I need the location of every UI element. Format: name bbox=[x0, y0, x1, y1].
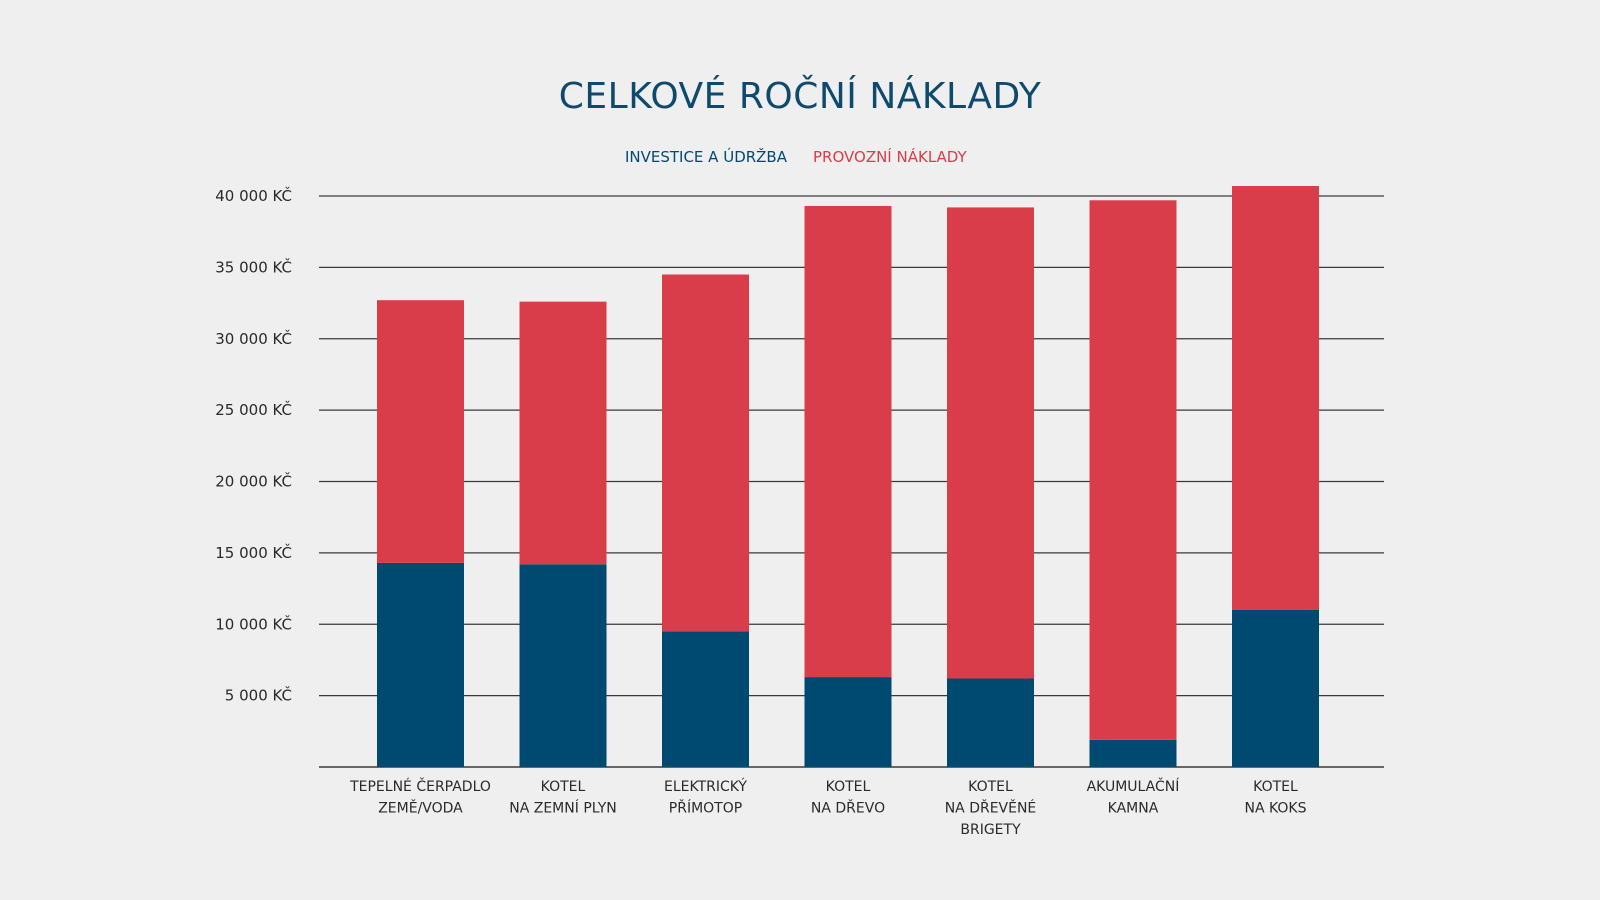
bar-segment-provozni bbox=[377, 300, 464, 563]
y-axis-labels: 5 000 KČ 10 000 KČ 15 000 KČ 20 000 KČ 25 00… bbox=[215, 186, 292, 705]
x-category-label-line: NA KOKS bbox=[1244, 801, 1306, 817]
legend-item-provozni: PROVOZNÍ NÁKLADY bbox=[813, 147, 968, 166]
x-category-label-line: ZEMĚ/VODA bbox=[378, 800, 463, 817]
x-category-label: KOTEL NA DŘEVO bbox=[811, 779, 885, 817]
chart-title: CELKOVÉ ROČNÍ NÁKLADY bbox=[559, 75, 1042, 117]
x-category-label: KOTEL NA KOKS bbox=[1244, 779, 1306, 817]
bar-segment-provozni bbox=[804, 205, 892, 678]
bars bbox=[377, 186, 1319, 767]
x-category-label-line: ELEKTRICKÝ bbox=[664, 778, 747, 795]
bar-segment-provozni bbox=[1232, 186, 1319, 610]
x-category-label-line: PŘÍMOTOP bbox=[669, 800, 742, 817]
x-category-label-line: AKUMULAČNÍ bbox=[1087, 777, 1180, 795]
x-category-label-line: KOTEL bbox=[968, 779, 1013, 795]
x-category-label-line: KOTEL bbox=[1253, 779, 1298, 795]
x-category-label: TEPELNÉ ČERPADLO ZEMĚ/VODA bbox=[349, 777, 491, 817]
bar-segment-provozni bbox=[662, 274, 749, 632]
y-tick-label: 25 000 KČ bbox=[215, 400, 292, 419]
y-tick-label: 15 000 KČ bbox=[215, 543, 292, 562]
x-category-label-line: TEPELNÉ ČERPADLO bbox=[349, 777, 491, 795]
x-category-label: ELEKTRICKÝ PŘÍMOTOP bbox=[664, 778, 747, 817]
x-category-label: KOTEL NA DŘEVĚNÉ BRIGETY bbox=[945, 779, 1037, 838]
y-tick-label: 30 000 KČ bbox=[215, 329, 292, 348]
bar-segment-investice bbox=[662, 631, 749, 767]
bar-segment-investice bbox=[804, 677, 892, 767]
y-tick-label: 40 000 KČ bbox=[215, 186, 292, 205]
bar-segment-provozni bbox=[947, 207, 1034, 679]
bar-segment-investice bbox=[1089, 739, 1177, 767]
y-tick-label: 35 000 KČ bbox=[215, 257, 292, 276]
bar-segment-investice bbox=[1232, 609, 1319, 767]
x-category-label-line: NA ZEMNÍ PLYN bbox=[509, 800, 616, 817]
x-axis-labels: TEPELNÉ ČERPADLO ZEMĚ/VODA KOTEL NA ZEMNÍ P… bbox=[349, 777, 1307, 838]
x-category-label-line: KAMNA bbox=[1108, 801, 1159, 817]
x-category-label-line: KOTEL bbox=[541, 779, 586, 795]
x-category-label: KOTEL NA ZEMNÍ PLYN bbox=[509, 779, 616, 817]
x-category-label-line: NA DŘEVĚNÉ bbox=[945, 800, 1037, 817]
bar-segment-provozni bbox=[519, 301, 607, 565]
bar-segment-investice bbox=[947, 678, 1034, 767]
y-tick-label: 10 000 KČ bbox=[215, 614, 292, 633]
y-tick-label: 20 000 KČ bbox=[215, 472, 292, 491]
bar-segment-investice bbox=[377, 562, 464, 767]
y-tick-label: 5 000 KČ bbox=[225, 686, 292, 705]
x-category-label: AKUMULAČNÍ KAMNA bbox=[1087, 777, 1180, 817]
x-category-label-line: BRIGETY bbox=[960, 822, 1021, 838]
bar-segment-investice bbox=[519, 564, 607, 767]
legend-item-investice: INVESTICE A ÚDRŽBA bbox=[625, 147, 788, 166]
x-category-label-line: KOTEL bbox=[826, 779, 871, 795]
x-category-label-line: NA DŘEVO bbox=[811, 800, 885, 817]
bar-segment-provozni bbox=[1089, 200, 1177, 740]
legend: INVESTICE A ÚDRŽBA PROVOZNÍ NÁKLADY bbox=[625, 147, 968, 166]
